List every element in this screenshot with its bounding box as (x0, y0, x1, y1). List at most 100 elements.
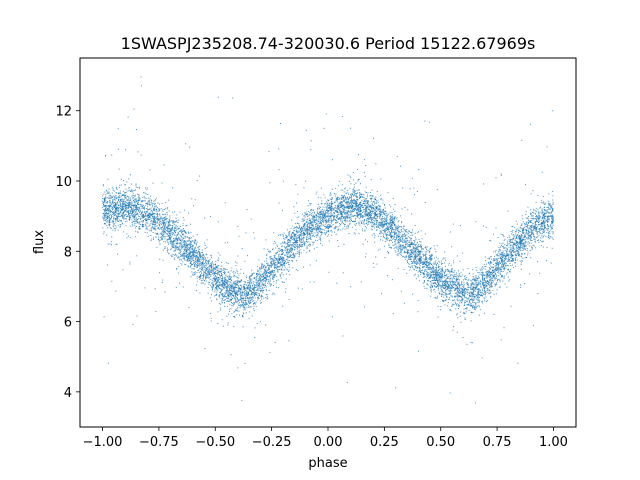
data-point (350, 176, 352, 178)
data-point (529, 123, 531, 125)
data-point (348, 207, 350, 209)
data-point (364, 205, 366, 207)
data-point (495, 293, 497, 295)
data-point (115, 243, 117, 245)
data-point (444, 286, 446, 288)
data-point (249, 311, 251, 313)
data-point (387, 239, 389, 241)
data-point (425, 263, 427, 265)
data-point (356, 196, 358, 198)
data-point (341, 197, 343, 199)
data-point (532, 244, 534, 246)
data-point (520, 268, 522, 270)
data-point (385, 213, 387, 215)
data-point (465, 288, 467, 290)
data-point (247, 298, 249, 300)
data-point (265, 286, 267, 288)
data-point (526, 241, 528, 243)
data-point (370, 207, 372, 209)
data-point (352, 188, 354, 190)
data-point (127, 215, 129, 217)
data-point (202, 269, 204, 271)
data-point (173, 224, 175, 226)
data-point (434, 261, 436, 263)
data-point (455, 308, 457, 310)
data-point (249, 275, 251, 277)
data-point (343, 205, 344, 207)
data-point (529, 235, 531, 237)
data-point (153, 221, 155, 223)
data-point (185, 257, 187, 259)
data-point (197, 263, 199, 265)
data-point (495, 263, 497, 265)
data-point (102, 202, 104, 204)
data-point (347, 227, 349, 229)
data-point (343, 208, 345, 210)
data-point (338, 207, 340, 209)
data-point (315, 216, 317, 218)
data-point (381, 229, 383, 231)
data-point (213, 267, 215, 269)
data-point (184, 209, 186, 211)
data-point (393, 223, 395, 225)
data-point (174, 245, 176, 247)
data-point (501, 260, 503, 262)
data-point (141, 210, 143, 212)
data-point (216, 289, 218, 291)
data-point (145, 197, 147, 199)
data-point (445, 292, 447, 294)
data-point (295, 241, 297, 243)
data-point (360, 204, 362, 206)
data-point (197, 260, 199, 262)
data-point (146, 210, 148, 212)
data-point (268, 289, 270, 291)
data-point (489, 290, 491, 292)
data-point (279, 234, 281, 236)
data-point (521, 223, 523, 225)
data-point (299, 238, 301, 240)
data-point (423, 254, 425, 256)
data-point (495, 251, 497, 253)
data-point (353, 188, 355, 190)
data-point (232, 292, 234, 294)
data-point (211, 288, 213, 290)
data-point (326, 231, 328, 233)
data-point (233, 302, 235, 304)
data-point (419, 268, 421, 270)
data-point (489, 284, 491, 286)
data-point (179, 282, 181, 284)
data-point (455, 288, 457, 290)
data-point (104, 197, 106, 199)
data-point (366, 196, 368, 198)
data-point (374, 197, 376, 199)
data-point (277, 287, 279, 289)
data-point (269, 272, 271, 274)
data-point (411, 263, 413, 265)
data-point (194, 250, 196, 252)
data-point (464, 301, 466, 303)
data-point (323, 217, 325, 219)
data-point (108, 195, 110, 197)
data-point (406, 234, 408, 236)
data-point (111, 280, 113, 282)
data-point (354, 190, 356, 192)
data-point (254, 294, 256, 296)
data-point (480, 295, 482, 297)
data-point (177, 246, 179, 248)
data-point (324, 223, 326, 225)
data-point (368, 213, 370, 215)
data-point (468, 309, 470, 311)
data-point (472, 276, 474, 278)
data-point (182, 252, 184, 254)
data-point (330, 202, 332, 204)
data-point (207, 269, 209, 271)
data-point (407, 250, 409, 252)
data-point (292, 252, 294, 254)
data-point (241, 305, 243, 307)
data-point (418, 250, 420, 252)
data-point (375, 199, 377, 201)
data-point (147, 200, 149, 202)
data-point (318, 228, 320, 230)
data-point (420, 245, 422, 247)
data-point (401, 236, 403, 238)
